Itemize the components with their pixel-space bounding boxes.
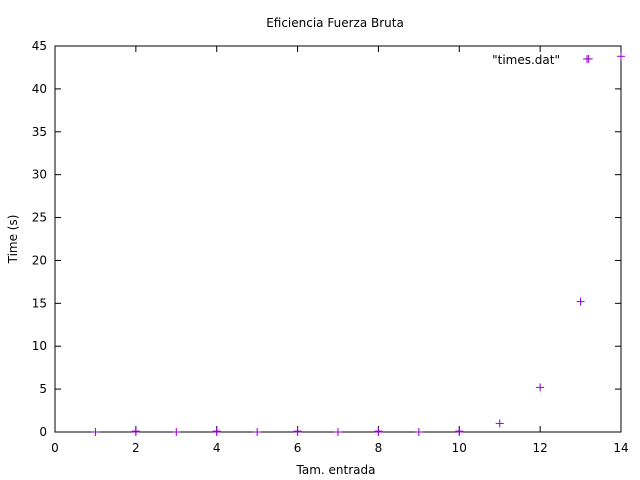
data-point xyxy=(495,419,504,428)
y-tick-label: 15 xyxy=(32,296,47,310)
x-tick-label: 12 xyxy=(533,441,548,455)
x-tick-label: 10 xyxy=(452,441,467,455)
data-point xyxy=(91,428,100,436)
data-point xyxy=(334,428,342,436)
plot-frame xyxy=(54,45,622,433)
data-point xyxy=(414,428,423,436)
data-point xyxy=(617,52,625,61)
data-point xyxy=(576,297,585,306)
legend-marker xyxy=(583,55,591,63)
y-axis-label: Time (s) xyxy=(6,215,20,265)
data-point xyxy=(293,427,302,436)
x-tick-label: 4 xyxy=(213,441,221,455)
x-tick-label: 0 xyxy=(51,441,59,455)
data-point xyxy=(374,427,383,436)
y-axis: 0 5 10 15 20 25 30 35 40 45 xyxy=(32,39,621,439)
y-tick-label: 30 xyxy=(32,168,47,182)
y-tick-label: 5 xyxy=(39,382,47,396)
y-tick-label: 25 xyxy=(32,211,47,225)
y-tick-label: 35 xyxy=(32,125,47,139)
legend: "times.dat" xyxy=(492,53,591,67)
x-tick-label: 6 xyxy=(294,441,302,455)
chart-title: Eficiencia Fuerza Bruta xyxy=(266,16,404,30)
data-point xyxy=(131,427,140,436)
data-point xyxy=(455,427,464,436)
x-axis-label: Tam. entrada xyxy=(296,463,376,477)
x-tick-label: 8 xyxy=(375,441,383,455)
y-tick-label: 45 xyxy=(32,39,47,53)
data-point xyxy=(253,428,262,436)
data-point xyxy=(212,427,221,436)
y-tick-label: 40 xyxy=(32,82,47,96)
data-point xyxy=(172,428,181,436)
legend-marker-plus xyxy=(583,55,591,63)
y-tick-label: 10 xyxy=(32,339,47,353)
legend-label: "times.dat" xyxy=(492,53,560,67)
x-axis: 0 2 4 6 8 10 12 14 xyxy=(51,46,629,455)
data-point xyxy=(536,383,545,392)
x-tick-label: 14 xyxy=(613,441,628,455)
data-points xyxy=(91,52,625,436)
y-tick-label: 0 xyxy=(39,425,47,439)
y-tick-label: 20 xyxy=(32,253,47,267)
x-tick-label: 2 xyxy=(132,441,140,455)
